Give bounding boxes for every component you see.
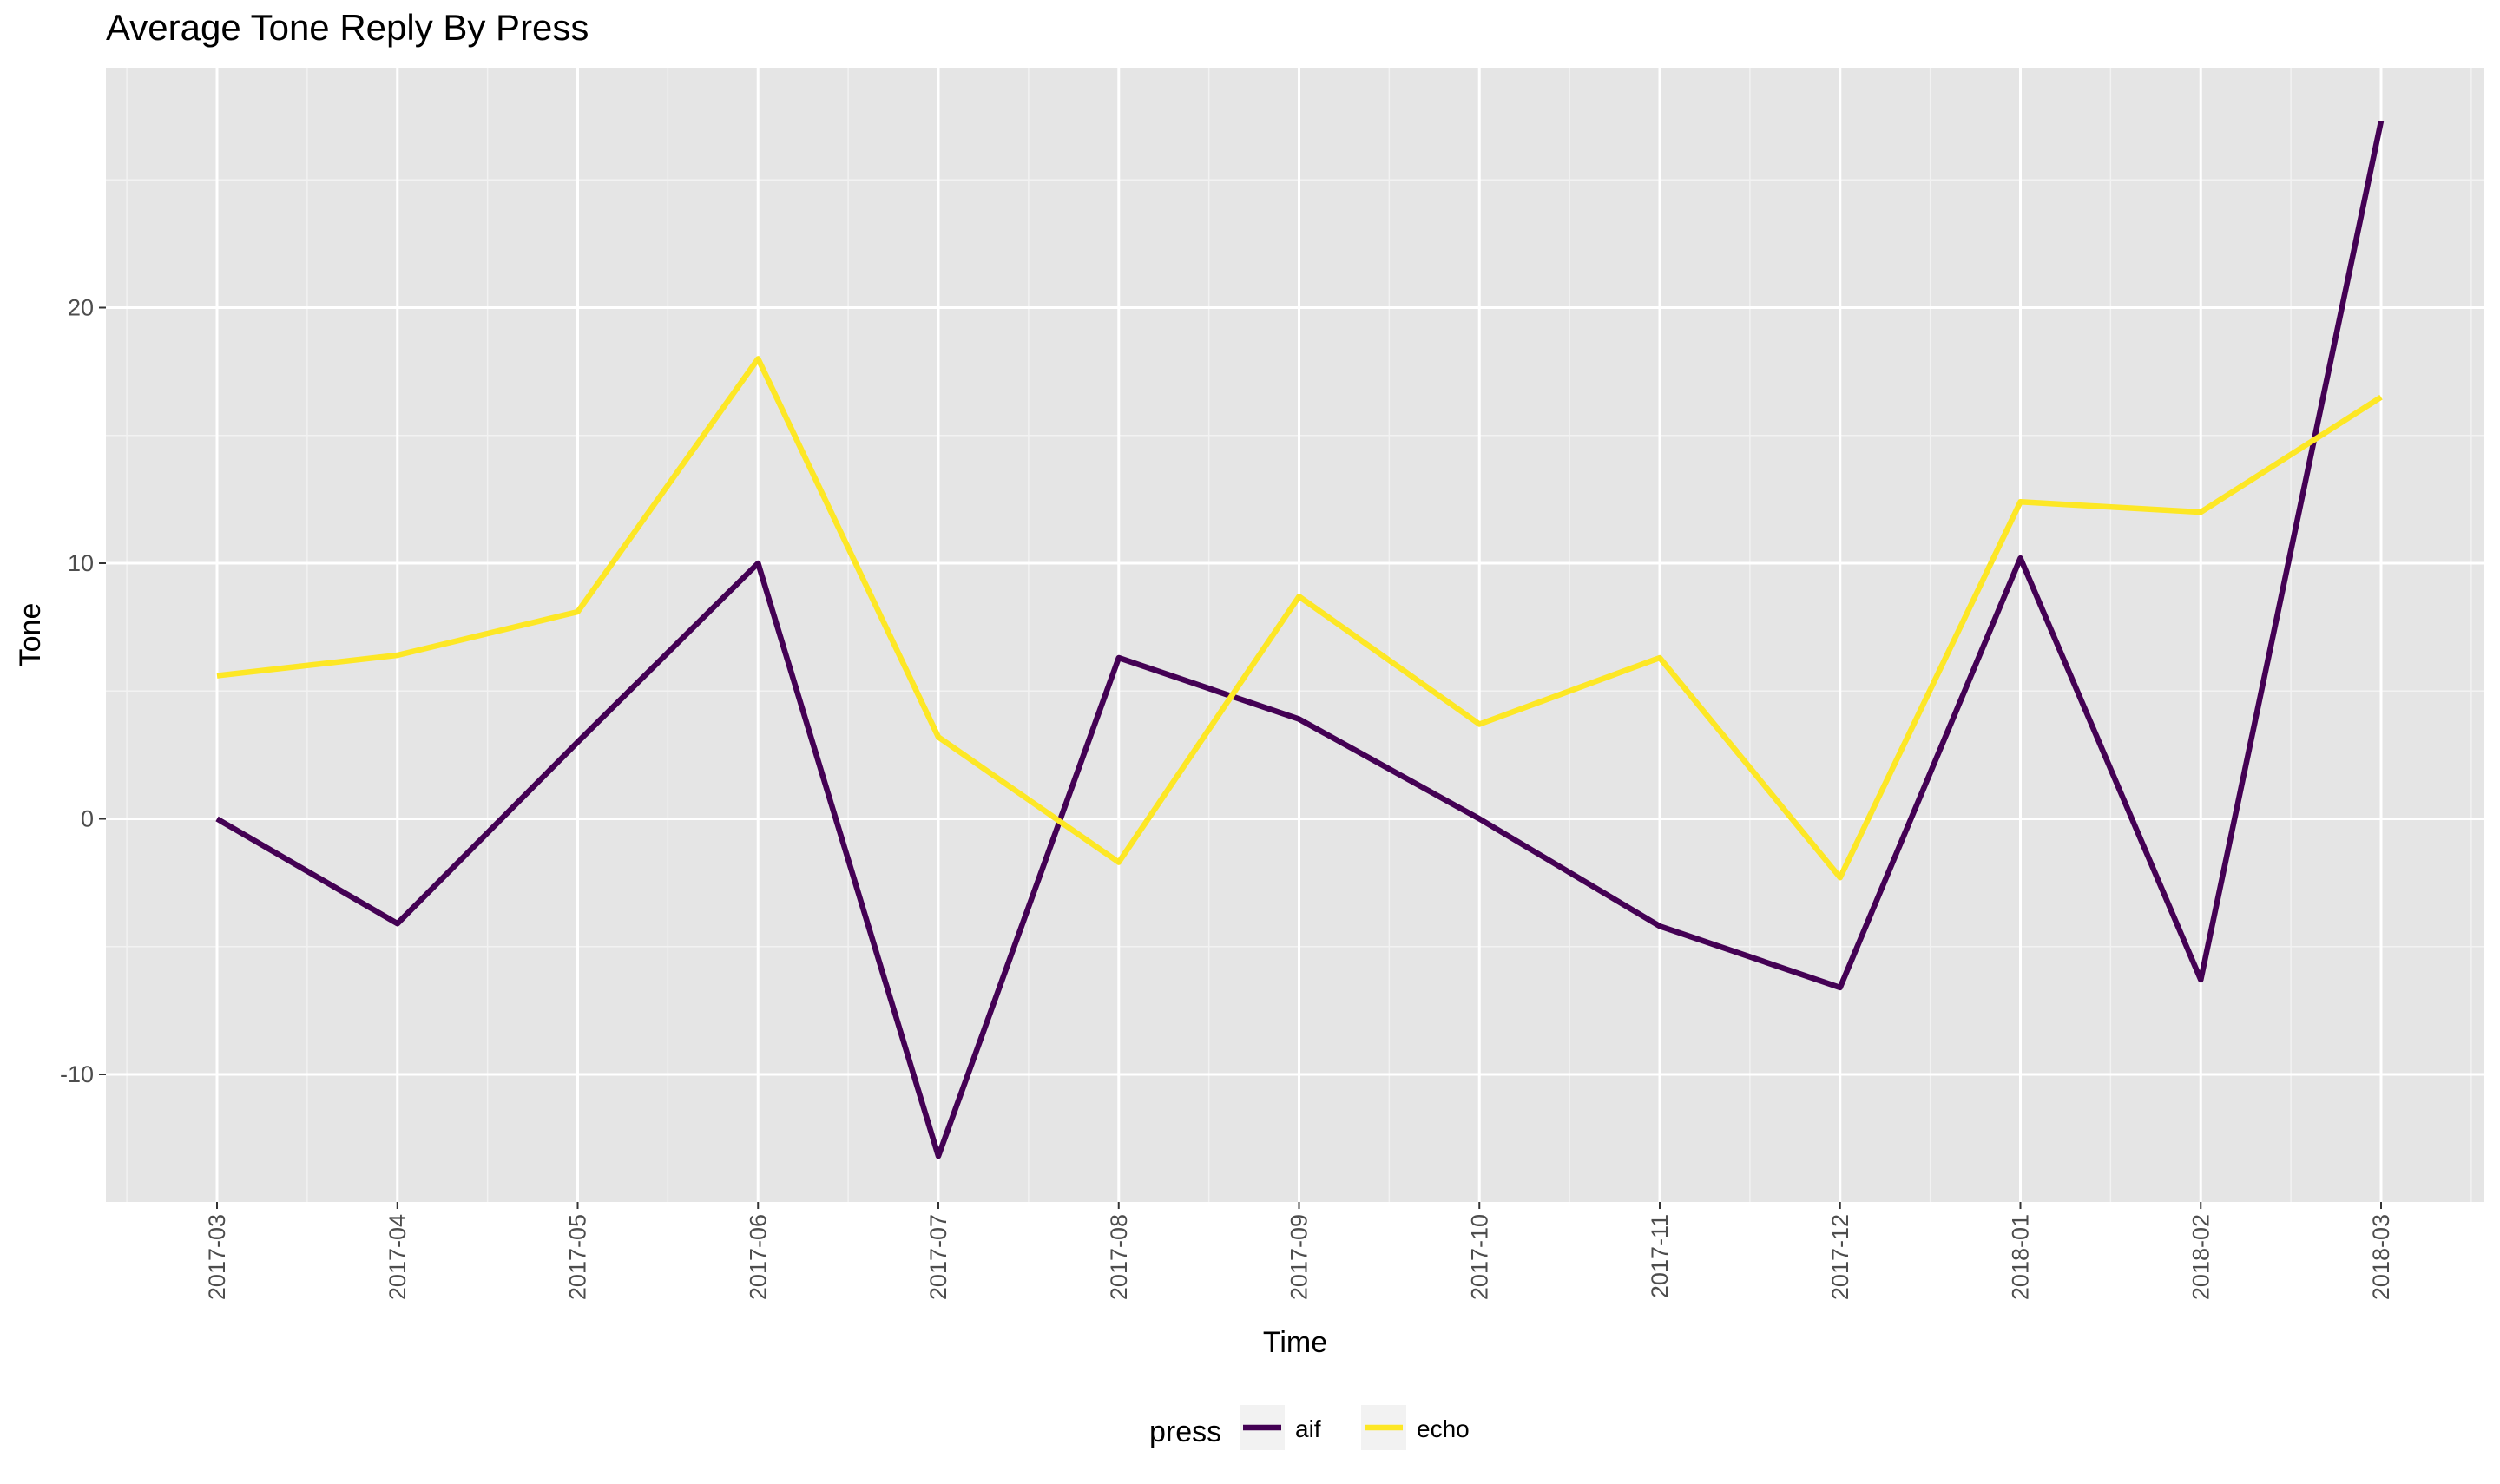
- x-tick-label: 2018-02: [2188, 1214, 2214, 1300]
- plot-panel: [106, 68, 2484, 1202]
- y-tick-label: 20: [68, 295, 94, 321]
- y-axis: -10 0 10 20: [60, 295, 106, 1087]
- x-tick-label: 2017-11: [1647, 1214, 1673, 1298]
- y-tick-label: 10: [68, 550, 94, 576]
- chart-title: Average Tone Reply By Press: [106, 7, 589, 48]
- legend-label-aif: aif: [1295, 1415, 1321, 1442]
- legend: press aif echo: [1149, 1405, 1470, 1450]
- x-tick-label: 2017-07: [925, 1214, 951, 1300]
- legend-label-echo: echo: [1417, 1415, 1470, 1442]
- x-axis: 2017-03 2017-04 2017-05 2017-06 2017-07 2017-…: [204, 1202, 2394, 1300]
- x-tick-label: 2017-06: [745, 1214, 771, 1300]
- series-line-echo: [216, 356, 2383, 881]
- y-tick-label: -10: [60, 1061, 94, 1087]
- legend-title: press: [1149, 1415, 1221, 1448]
- y-tick-label: 0: [81, 806, 94, 832]
- x-tick-label: 2017-08: [1106, 1214, 1132, 1300]
- x-tick-label: 2017-09: [1286, 1214, 1312, 1300]
- series-line-aif: [215, 120, 2385, 1159]
- x-tick-label: 2018-01: [2008, 1214, 2034, 1300]
- x-axis-title: Time: [1263, 1326, 1327, 1359]
- x-tick-label: 2017-03: [204, 1214, 230, 1300]
- x-tick-label: 2017-10: [1466, 1214, 1492, 1300]
- y-axis-title: Tone: [14, 603, 47, 667]
- panel-background: [106, 68, 2484, 1202]
- x-tick-label: 2017-05: [565, 1214, 591, 1300]
- x-tick-label: 2017-04: [385, 1214, 411, 1300]
- x-tick-label: 2017-12: [1827, 1214, 1853, 1300]
- x-tick-label: 2018-03: [2368, 1214, 2394, 1300]
